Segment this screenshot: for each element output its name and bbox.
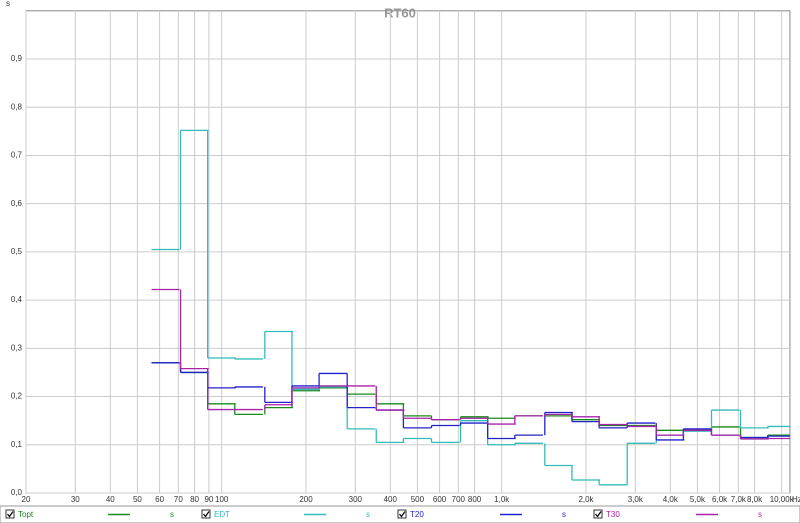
legend-unit: s xyxy=(562,510,566,519)
x-tick-label: 5,0k xyxy=(690,495,706,504)
x-tick-label: 40 xyxy=(106,495,115,504)
x-tick-label: 8,0k xyxy=(747,495,763,504)
x-tick-label: 30 xyxy=(71,495,80,504)
legend-checkbox[interactable] xyxy=(5,509,15,519)
x-tick-label: 6,0k xyxy=(712,495,728,504)
y-tick-label: 0,6 xyxy=(11,199,23,208)
legend-checkbox[interactable] xyxy=(593,509,603,519)
x-unit: Hz xyxy=(792,495,800,504)
y-tick-label: 0,1 xyxy=(11,440,23,449)
y-tick-label: 0,7 xyxy=(11,151,23,160)
x-tick-label: 100 xyxy=(215,495,229,504)
legend-label: EDT xyxy=(214,510,230,519)
y-tick-label: 0,9 xyxy=(11,54,23,63)
y-tick-label: 0,4 xyxy=(11,295,23,304)
y-tick-label: 0,8 xyxy=(11,102,23,111)
legend-label: T20 xyxy=(410,510,424,519)
legend-checkbox[interactable] xyxy=(397,509,407,519)
legend-check xyxy=(595,511,602,518)
x-tick-label: 4,0k xyxy=(663,495,679,504)
legend-label: T30 xyxy=(606,510,620,519)
x-tick-label: 700 xyxy=(452,495,466,504)
x-tick-label: 600 xyxy=(433,495,447,504)
legend-unit: s xyxy=(758,510,762,519)
x-tick-label: 200 xyxy=(299,495,313,504)
legend-unit: s xyxy=(366,510,370,519)
legend-check xyxy=(7,511,14,518)
x-tick-label: 800 xyxy=(468,495,482,504)
x-tick-label: 90 xyxy=(204,495,213,504)
x-tick-label: 50 xyxy=(133,495,142,504)
y-tick-label: 0,5 xyxy=(11,247,23,256)
x-tick-label: 60 xyxy=(155,495,164,504)
x-tick-label: 1,0k xyxy=(494,495,510,504)
legend-unit: s xyxy=(170,510,174,519)
x-tick-label: 10,00k xyxy=(770,495,795,504)
x-tick-label: 20 xyxy=(22,495,31,504)
x-tick-label: 80 xyxy=(190,495,199,504)
legend-checkbox[interactable] xyxy=(201,509,211,519)
x-tick-label: 2,0k xyxy=(578,495,594,504)
chart-title: RT60 xyxy=(384,5,416,20)
y-tick-label: 0,0 xyxy=(11,488,23,497)
y-unit: s xyxy=(6,0,10,8)
legend-check xyxy=(399,511,406,518)
legend-label: Topt xyxy=(18,510,34,519)
y-tick-label: 0,3 xyxy=(11,343,23,352)
legend-check xyxy=(203,511,210,518)
x-tick-label: 70 xyxy=(174,495,183,504)
x-tick-label: 7,0k xyxy=(731,495,747,504)
y-tick-label: 0,2 xyxy=(11,392,23,401)
x-tick-label: 300 xyxy=(349,495,363,504)
x-tick-label: 400 xyxy=(384,495,398,504)
x-tick-label: 500 xyxy=(411,495,425,504)
x-tick-label: 3,0k xyxy=(628,495,644,504)
